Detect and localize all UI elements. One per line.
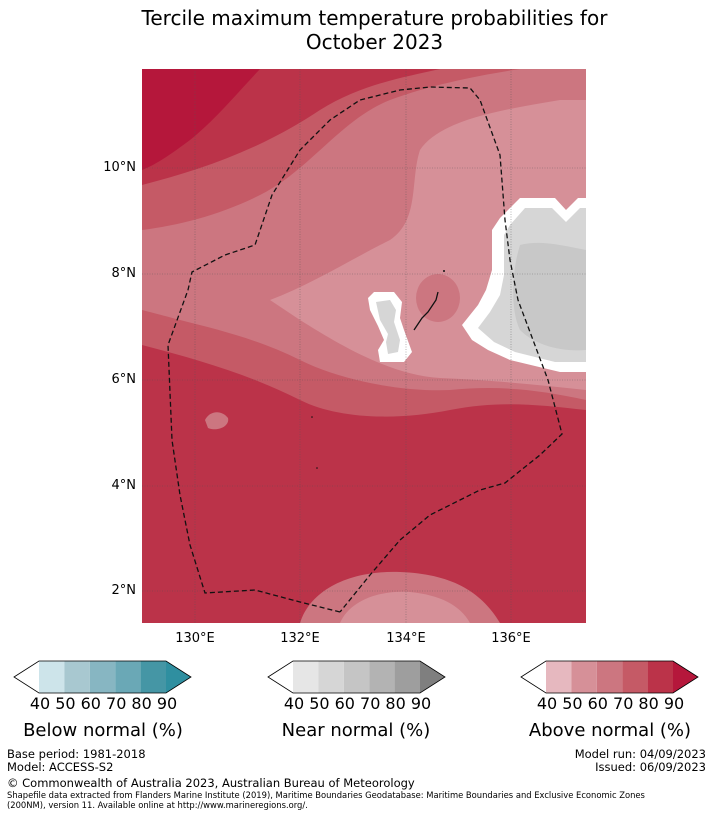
colorbar-outline	[13, 660, 192, 694]
field-above-south-light	[340, 591, 470, 623]
tick-near-70: 70	[360, 694, 381, 713]
colorbar-label-below: Below normal (%)	[23, 720, 183, 741]
map-title: Tercile maximum temperature probabilitie…	[0, 6, 713, 54]
tick-below-50: 50	[55, 694, 76, 713]
colorbar-segment	[343, 661, 370, 693]
tick-above-60: 60	[587, 694, 608, 713]
colorbar-segment	[89, 661, 116, 693]
copyright: © Commonwealth of Australia 2023, Austra…	[7, 776, 415, 790]
lon-label-130e: 130°E	[175, 631, 215, 646]
lat-label-8n: 8°N	[111, 266, 137, 281]
tick-below-60: 60	[80, 694, 101, 713]
model-run: Model run: 04/09/2023	[574, 747, 706, 761]
colorbar-extend-high	[673, 661, 698, 693]
colorbar-segment	[647, 661, 673, 693]
colorbar-outline	[520, 660, 699, 694]
colorbar-segment	[596, 661, 623, 693]
colorbar-label-near: Near normal (%)	[281, 720, 431, 741]
probability-map	[142, 69, 586, 623]
colorbar-segment	[571, 661, 597, 693]
lon-label-134e: 134°E	[386, 631, 426, 646]
field-above-island-patch	[416, 274, 460, 322]
tick-near-50: 50	[309, 694, 330, 713]
colorbar-extend-high	[166, 661, 191, 693]
tick-near-80: 80	[385, 694, 406, 713]
eez-boundary	[167, 86, 563, 613]
tick-near-40: 40	[283, 694, 305, 713]
tick-above-80: 80	[638, 694, 659, 713]
tick-near-90: 90	[410, 694, 432, 713]
tick-below-40: 40	[29, 694, 51, 713]
colorbar-segment	[293, 661, 319, 693]
colorbar-segment	[369, 661, 395, 693]
colorbar-extend-high	[420, 661, 445, 693]
tick-above-70: 70	[613, 694, 634, 713]
shapefile-credit-line2: (200NM), version 11. Available online at…	[7, 800, 308, 810]
colorbar-above-normal	[520, 660, 699, 694]
colorbar-segment	[64, 661, 90, 693]
colorbar-segment	[39, 661, 65, 693]
colorbar-segment	[394, 661, 420, 693]
map-plot-area	[142, 69, 586, 623]
colorbar-extend-low	[14, 661, 39, 693]
tick-above-40: 40	[536, 694, 558, 713]
base-period: Base period: 1981-2018	[7, 747, 146, 761]
lat-label-2n: 2°N	[111, 583, 137, 598]
issued-date: Issued: 06/09/2023	[595, 760, 706, 774]
model-name: Model: ACCESS-S2	[7, 760, 114, 774]
island-chain	[413, 291, 439, 331]
island-dot-1	[311, 416, 313, 418]
tick-above-50: 50	[562, 694, 583, 713]
field-near-normal-small-inner	[376, 300, 400, 354]
tick-above-90: 90	[663, 694, 685, 713]
field-near-normal-60	[513, 242, 586, 351]
colorbar-segment	[140, 661, 166, 693]
field-above-small-patch	[205, 412, 229, 430]
colorbar-segment	[318, 661, 344, 693]
colorbar-near-normal	[267, 660, 446, 694]
colorbar-extend-low	[268, 661, 293, 693]
tick-near-60: 60	[334, 694, 355, 713]
colorbar-label-above: Above normal (%)	[528, 720, 692, 741]
lat-label-10n: 10°N	[103, 160, 136, 175]
colorbar-extend-low	[521, 661, 546, 693]
map-title-line2: October 2023	[305, 30, 444, 54]
map-title-line1: Tercile maximum temperature probabilitie…	[141, 6, 608, 30]
island-dot-north	[443, 270, 445, 272]
field-above-90-topleft	[142, 69, 260, 170]
colorbar-below-normal	[13, 660, 192, 694]
lon-label-136e: 136°E	[491, 631, 531, 646]
colorbar-segment	[115, 661, 141, 693]
island-dot-2	[316, 467, 318, 469]
lat-label-6n: 6°N	[111, 372, 137, 387]
tick-below-90: 90	[156, 694, 178, 713]
lon-label-132e: 132°E	[280, 631, 320, 646]
colorbar-segment	[622, 661, 648, 693]
colorbar-outline	[267, 660, 446, 694]
gridlines	[142, 69, 586, 623]
tick-below-80: 80	[131, 694, 152, 713]
shapefile-credit-line1: Shapefile data extracted from Flanders M…	[7, 790, 645, 800]
colorbar-segment	[546, 661, 572, 693]
tick-below-70: 70	[106, 694, 127, 713]
lat-label-4n: 4°N	[111, 478, 137, 493]
